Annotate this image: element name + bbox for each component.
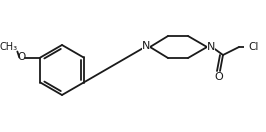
Text: N: N [207, 42, 215, 52]
Text: O: O [215, 72, 223, 82]
Text: CH₃: CH₃ [0, 41, 17, 51]
Text: N: N [142, 41, 150, 51]
Text: Cl: Cl [249, 42, 259, 52]
Text: O: O [17, 53, 26, 62]
